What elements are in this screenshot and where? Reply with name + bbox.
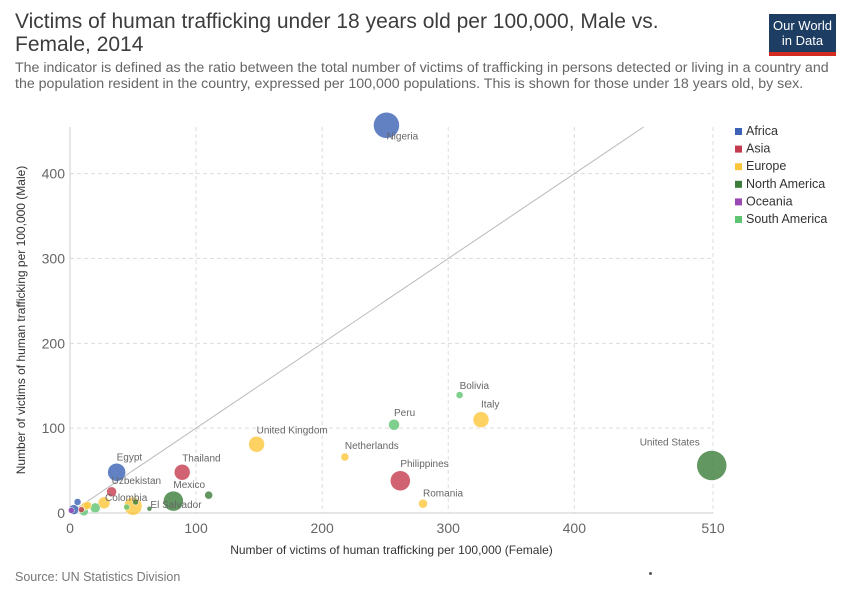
logo-line-2: in Data [781, 33, 824, 48]
legend-label: Asia [746, 142, 770, 156]
legend-swatch [735, 216, 742, 223]
legend: Africa Asia Europe North America Oceania Sout… [735, 124, 827, 226]
chart-subtitle: The indicator is defined as the ratio be… [15, 60, 829, 92]
point-label: Nigeria [386, 131, 418, 142]
x-tick-label: 0 [66, 520, 74, 536]
logo-line-1: Our World [773, 18, 832, 33]
point-thailand [173, 464, 191, 481]
point-colombia [97, 496, 111, 510]
x-tick-label: 400 [563, 520, 587, 536]
footer-dot [649, 572, 652, 575]
point-label: Peru [394, 408, 415, 419]
point-label: Philippines [400, 459, 448, 470]
legend-label: Oceania [746, 194, 793, 208]
point-italy [472, 411, 490, 428]
point-unlabeled [83, 501, 92, 510]
point-label: El Salvador [150, 500, 202, 511]
point-unlabeled [132, 498, 139, 506]
point-unlabeled [73, 498, 82, 506]
legend-swatch [735, 180, 742, 188]
x-tick-label: 510 [701, 520, 725, 536]
point-label: United Kingdom [257, 425, 328, 436]
y-tick-label: 200 [42, 335, 66, 351]
point-unlabeled [204, 490, 213, 500]
point-label: Thailand [182, 453, 220, 464]
point-unlabeled [68, 507, 75, 514]
point-labels: Nigeria United States Bolivia Italy Peru Unit… [105, 131, 700, 510]
legend-swatch [735, 145, 742, 153]
legend-swatch [735, 198, 742, 206]
legend-label: North America [746, 177, 825, 191]
point-peru [388, 419, 400, 431]
y-tick-label: 100 [42, 420, 66, 436]
x-axis-label: Number of victims of human trafficking p… [230, 543, 553, 557]
point-unlabeled [78, 506, 85, 513]
legend-label: South America [746, 212, 827, 226]
legend-label: Africa [746, 124, 778, 138]
point-nigeria [373, 112, 400, 139]
diagonal-line [69, 126, 644, 514]
point-united-kingdom [248, 436, 265, 453]
point-label: Egypt [117, 452, 143, 463]
x-tick-label: 300 [437, 520, 461, 536]
point-bolivia [455, 391, 464, 399]
grid-lines [70, 127, 714, 513]
source-note: Source: UN Statistics Division [15, 570, 181, 584]
point-label: Mexico [173, 480, 205, 491]
logo-accent-bar [769, 52, 836, 56]
point-unlabeled [123, 503, 130, 511]
point-el-salvador [146, 506, 153, 512]
point-uzbekistan [106, 486, 117, 498]
point-united-states [696, 450, 727, 481]
point-label: Netherlands [345, 441, 399, 452]
axes: 0 100 200 300 400 0 100 200 300 400 510 Number of v… [14, 127, 725, 557]
y-axis-label: Number of victims of human trafficking p… [14, 166, 28, 475]
x-tick-label: 100 [184, 520, 208, 536]
point-netherlands [340, 452, 350, 462]
point-label: Italy [481, 400, 499, 411]
owid-logo[interactable]: Our World in Data [769, 14, 836, 56]
chart-title: Victims of human trafficking under 18 ye… [15, 10, 659, 56]
y-tick-label: 300 [42, 250, 66, 266]
point-philippines [390, 470, 411, 492]
legend-swatch [735, 128, 742, 135]
x-tick-label: 200 [310, 520, 334, 536]
y-tick-label: 400 [42, 166, 66, 182]
legend-swatch [735, 163, 742, 171]
point-label: Colombia [105, 493, 148, 504]
point-label: Romania [423, 489, 463, 500]
point-label: Bolivia [460, 381, 490, 392]
point-label: Uzbekistan [112, 476, 161, 487]
legend-label: Europe [746, 159, 786, 173]
data-points [68, 112, 727, 517]
y-tick-label: 0 [57, 505, 65, 521]
reference-line [69, 126, 644, 514]
point-mexico [163, 490, 184, 512]
point-romania [418, 498, 428, 509]
point-egypt [107, 463, 126, 482]
point-label: United States [640, 437, 700, 448]
